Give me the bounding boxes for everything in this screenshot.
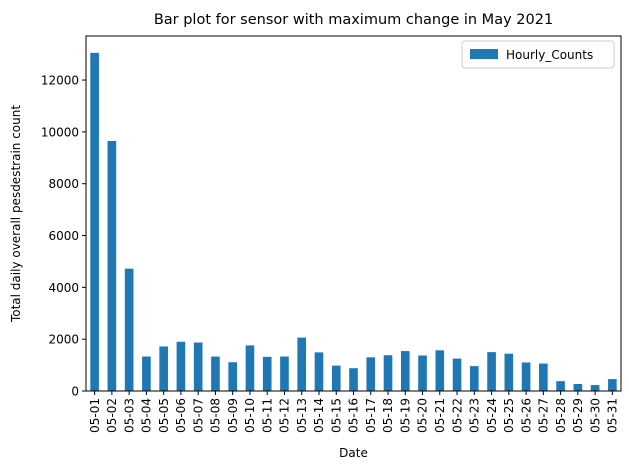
bar-05-12: [280, 356, 289, 391]
bar-05-03: [124, 268, 134, 391]
bar-05-01: [90, 52, 99, 392]
x-tick-label: 05-03: [122, 398, 136, 433]
bar-05-23: [469, 366, 479, 391]
x-axis: 05-01 05-02 05-03 05-04 05-05 05-06 05-07 05-08…: [88, 391, 620, 433]
x-axis-label: Date: [339, 446, 368, 460]
bar-05-18: [383, 355, 393, 391]
legend: Hourly_Counts: [461, 40, 615, 69]
x-tick-label: 05-25: [502, 398, 516, 433]
bar-05-14: [314, 352, 324, 391]
bar-05-25: [504, 353, 514, 391]
bar-05-05: [159, 346, 168, 391]
x-tick-label: 05-02: [105, 398, 119, 433]
x-tick-label: 05-01: [88, 398, 102, 433]
x-tick-label: 05-31: [606, 398, 620, 433]
legend-box: [461, 40, 615, 69]
x-tick-label: 05-11: [260, 398, 274, 433]
bar-05-30: [590, 385, 600, 391]
bar-05-10: [245, 345, 255, 391]
bar-05-27: [539, 363, 548, 391]
bar-05-06: [176, 341, 186, 391]
y-tick-label: 6000: [48, 229, 79, 243]
y-axis-label: Total daily overall pesdestrain count: [9, 105, 23, 323]
bar-05-07: [193, 342, 203, 391]
bar-05-09: [228, 362, 238, 391]
bar-05-21: [435, 350, 445, 391]
bar-05-19: [400, 351, 410, 391]
x-tick-label: 05-19: [398, 398, 412, 433]
x-tick-label: 05-12: [278, 398, 292, 433]
bar-05-17: [366, 357, 376, 391]
x-tick-label: 05-07: [191, 398, 205, 433]
y-tick-label: 2000: [48, 333, 79, 347]
x-tick-label: 05-09: [226, 398, 240, 433]
y-axis: 0 2000 4000 6000 8000 10000 12000: [41, 74, 86, 399]
x-tick-label: 05-20: [416, 398, 430, 433]
x-tick-label: 05-26: [519, 398, 533, 433]
bar-05-13: [297, 337, 307, 391]
bar-05-11: [262, 356, 272, 391]
bar-05-24: [487, 352, 496, 391]
y-tick-label: 10000: [41, 125, 79, 139]
x-tick-label: 05-24: [485, 398, 499, 433]
x-tick-label: 05-05: [157, 398, 171, 433]
plot-frame: [85, 35, 622, 392]
x-tick-label: 05-04: [140, 398, 154, 433]
x-tick-label: 05-27: [537, 398, 551, 433]
bar-05-28: [556, 381, 565, 391]
x-tick-label: 05-15: [329, 398, 343, 433]
x-tick-label: 05-16: [347, 398, 361, 433]
bar-05-20: [418, 355, 427, 391]
bar-05-04: [142, 356, 151, 391]
bars-group: [90, 52, 617, 392]
bar-05-22: [452, 358, 462, 391]
x-tick-label: 05-28: [554, 398, 568, 433]
y-tick-label: 4000: [48, 281, 79, 295]
x-tick-label: 05-14: [312, 398, 326, 433]
y-tick-label: 8000: [48, 177, 79, 191]
x-tick-label: 05-17: [364, 398, 378, 433]
y-tick-label: 0: [71, 385, 79, 399]
bar-05-08: [211, 356, 220, 391]
y-tick-label: 12000: [41, 74, 79, 88]
x-tick-label: 05-29: [571, 398, 585, 433]
bar-05-15: [331, 365, 341, 391]
x-tick-label: 05-10: [243, 398, 257, 433]
chart-title: Bar plot for sensor with maximum change …: [154, 12, 553, 28]
bar-05-29: [573, 384, 583, 391]
x-tick-label: 05-22: [450, 398, 464, 433]
x-tick-label: 05-08: [209, 398, 223, 433]
bar-05-26: [521, 362, 531, 391]
x-tick-label: 05-13: [295, 398, 309, 433]
legend-swatch: [470, 49, 498, 59]
bar-05-16: [349, 368, 358, 391]
x-tick-label: 05-18: [381, 398, 395, 433]
x-tick-label: 05-21: [433, 398, 447, 433]
x-tick-label: 05-06: [174, 398, 188, 433]
legend-label: Hourly_Counts: [506, 48, 593, 62]
bar-05-02: [107, 140, 117, 391]
x-tick-label: 05-30: [588, 398, 602, 433]
bar-05-31: [608, 379, 617, 391]
x-tick-label: 05-23: [468, 398, 482, 433]
